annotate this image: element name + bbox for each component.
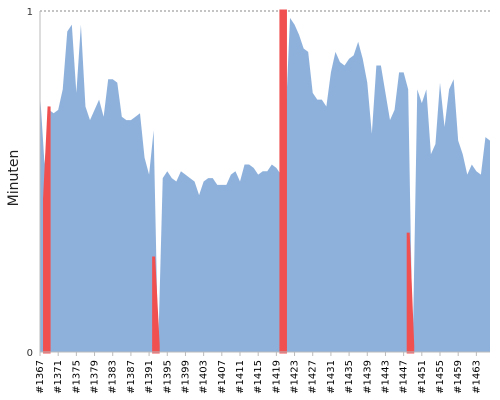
x-tick-label: #1419 — [271, 360, 282, 394]
y-axis-title: Minuten — [6, 150, 22, 207]
x-tick-label: #1391 — [144, 360, 155, 394]
x-tick-label: #1435 — [344, 360, 355, 394]
x-tick-label: #1443 — [380, 360, 391, 394]
y-tick-labels: 01 — [27, 7, 33, 359]
x-tick-label: #1447 — [399, 360, 410, 394]
x-tick-label: #1403 — [199, 360, 210, 394]
x-tick-label: #1427 — [308, 360, 319, 394]
y-tick-label: 1 — [27, 7, 33, 18]
x-tick-label: #1439 — [362, 360, 373, 394]
x-tick-label: #1371 — [53, 360, 64, 394]
x-tick-label: #1455 — [435, 360, 446, 394]
x-tick-label: #1375 — [71, 360, 82, 394]
x-tick-label: #1411 — [235, 360, 246, 394]
y-tick-label: 0 — [27, 348, 33, 359]
x-tick-label: #1379 — [90, 360, 101, 394]
x-tick-label: #1383 — [108, 360, 119, 394]
x-tick-label: #1415 — [253, 360, 264, 394]
x-tick-label: #1395 — [162, 360, 173, 394]
x-tick-labels: #1367 #1371 #1375 #1379 #1383 #1387 #1391 #1395… — [35, 352, 482, 394]
highlight-area — [279, 9, 287, 354]
highlight-area — [43, 106, 51, 354]
area-series — [40, 17, 490, 352]
x-tick-label: #1431 — [326, 360, 337, 394]
x-tick-label: #1459 — [453, 360, 464, 394]
x-tick-label: #1451 — [417, 360, 428, 394]
x-tick-label: #1463 — [471, 360, 482, 394]
x-tick-label: #1407 — [217, 360, 228, 394]
x-tick-label: #1367 — [35, 360, 46, 394]
x-tick-label: #1387 — [126, 360, 137, 394]
x-tick-label: #1399 — [180, 360, 191, 394]
area-series-0 — [40, 17, 490, 352]
x-tick-label: #1423 — [290, 360, 301, 394]
